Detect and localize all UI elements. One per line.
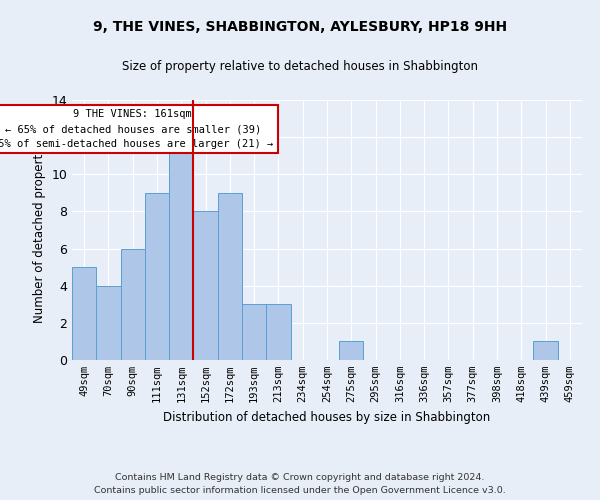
Bar	[533, 342, 558, 360]
Bar	[96, 286, 121, 360]
Text: 9, THE VINES, SHABBINGTON, AYLESBURY, HP18 9HH: 9, THE VINES, SHABBINGTON, AYLESBURY, HP…	[93, 20, 507, 34]
Bar	[193, 212, 218, 360]
Bar	[72, 267, 96, 360]
Text: 9 THE VINES: 161sqm
← 65% of detached houses are smaller (39)
35% of semi-detach: 9 THE VINES: 161sqm ← 65% of detached ho…	[0, 110, 274, 149]
Bar	[145, 193, 169, 360]
Bar	[218, 193, 242, 360]
Bar	[169, 137, 193, 360]
Bar	[266, 304, 290, 360]
Bar	[242, 304, 266, 360]
Bar	[339, 342, 364, 360]
X-axis label: Distribution of detached houses by size in Shabbington: Distribution of detached houses by size …	[163, 410, 491, 424]
Bar	[121, 248, 145, 360]
Y-axis label: Number of detached properties: Number of detached properties	[33, 137, 46, 323]
Text: Contains HM Land Registry data © Crown copyright and database right 2024.
Contai: Contains HM Land Registry data © Crown c…	[94, 474, 506, 495]
Text: Size of property relative to detached houses in Shabbington: Size of property relative to detached ho…	[122, 60, 478, 73]
